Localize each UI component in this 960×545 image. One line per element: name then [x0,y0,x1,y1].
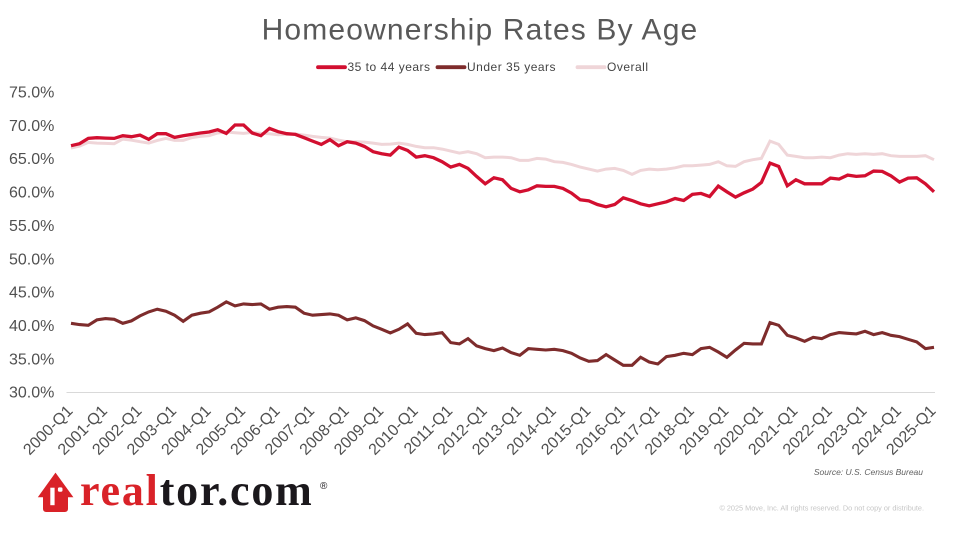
svg-text:30.0%: 30.0% [9,385,54,402]
svg-text:50.0%: 50.0% [9,251,54,268]
svg-text:70.0%: 70.0% [9,118,54,135]
svg-text:®: ® [320,481,328,492]
svg-text:Under 35 years: Under 35 years [467,60,556,74]
svg-text:45.0%: 45.0% [9,285,54,302]
svg-text:Source: U.S. Census Bureau: Source: U.S. Census Bureau [814,467,923,477]
svg-text:60.0%: 60.0% [9,185,54,202]
svg-text:realtor.com: realtor.com [80,466,314,515]
svg-text:35.0%: 35.0% [9,351,54,368]
svg-text:75.0%: 75.0% [9,85,54,102]
svg-text:© 2025 Move, Inc. All rights r: © 2025 Move, Inc. All rights reserved. D… [719,504,924,513]
svg-text:65.0%: 65.0% [9,151,54,168]
svg-text:35 to 44 years: 35 to 44 years [348,60,431,74]
svg-text:Homeownership Rates By Age: Homeownership Rates By Age [262,14,699,47]
svg-text:Overall: Overall [607,60,649,74]
svg-text:55.0%: 55.0% [9,218,54,235]
svg-text:40.0%: 40.0% [9,318,54,335]
